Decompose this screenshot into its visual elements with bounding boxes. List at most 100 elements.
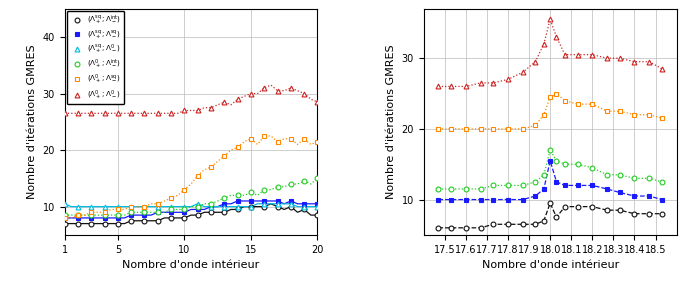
$(\Lambda_+^{\mathrm{sq}};\Lambda_-^{0})$ [220,205,228,208]
$(\Lambda_+^{0};\Lambda_-^{\mathrm{int}})$ [194,205,202,208]
$(\Lambda_+^{0};\Lambda_-^{\mathrm{sq}})$ [87,211,95,214]
$(\Lambda_+^{0};\Lambda_-^{\mathrm{int}})$ [101,213,109,217]
$(\Lambda_+^{0};\Lambda_-^{\mathrm{sq}})$ [140,205,148,208]
$(\Lambda_+^{\mathrm{sq}};\Lambda_-^{0})$ [61,202,69,206]
$(\Lambda_+^{\mathrm{sq}};\Lambda_-^{\mathrm{int}})$ [61,222,69,225]
$(\Lambda_+^{0};\Lambda_-^{0})$ [233,97,241,101]
$(\Lambda_+^{0};\Lambda_-^{0})$ [180,109,188,112]
$(\Lambda_+^{\mathrm{sq}};\Lambda_-^{0})$ [74,205,82,208]
$(\Lambda_+^{\mathrm{sq}};\Lambda_-^{0})$ [127,205,135,208]
$(\Lambda_+^{\mathrm{sq}};\Lambda_-^{\mathrm{sq}})$ [207,205,215,208]
X-axis label: Nombre d'onde intérieur: Nombre d'onde intérieur [481,260,619,270]
$(\Lambda_+^{\mathrm{sq}};\Lambda_-^{\mathrm{sq}})$ [220,202,228,206]
$(\Lambda_+^{0};\Lambda_-^{0})$ [313,100,322,104]
$(\Lambda_+^{\mathrm{sq}};\Lambda_-^{\mathrm{int}})$ [300,208,308,211]
$(\Lambda_+^{0};\Lambda_-^{0})$ [167,112,175,115]
$(\Lambda_+^{\mathrm{sq}};\Lambda_-^{\mathrm{int}})$ [194,213,202,217]
$(\Lambda_+^{0};\Lambda_-^{\mathrm{int}})$ [74,213,82,217]
$(\Lambda_+^{\mathrm{sq}};\Lambda_-^{\mathrm{sq}})$ [194,208,202,211]
$(\Lambda_+^{0};\Lambda_-^{\mathrm{sq}})$ [101,211,109,214]
$(\Lambda_+^{0};\Lambda_-^{\mathrm{int}})$ [180,208,188,211]
$(\Lambda_+^{0};\Lambda_-^{\mathrm{int}})$ [87,213,95,217]
$(\Lambda_+^{0};\Lambda_-^{\mathrm{int}})$ [127,211,135,214]
$(\Lambda_+^{0};\Lambda_-^{\mathrm{sq}})$ [114,208,122,211]
$(\Lambda_+^{0};\Lambda_-^{\mathrm{int}})$ [300,180,308,183]
Line: $(\Lambda_+^{\mathrm{sq}};\Lambda_-^{\mathrm{int}})$: $(\Lambda_+^{\mathrm{sq}};\Lambda_-^{\ma… [62,204,320,226]
$(\Lambda_+^{0};\Lambda_-^{\mathrm{int}})$ [233,194,241,197]
$(\Lambda_+^{\mathrm{sq}};\Lambda_-^{0})$ [273,202,282,206]
Y-axis label: Nombre d'itérations GMRES: Nombre d'itérations GMRES [386,44,396,199]
$(\Lambda_+^{0};\Lambda_-^{0})$ [287,86,295,90]
Line: $(\Lambda_+^{\mathrm{sq}};\Lambda_-^{\mathrm{sq}})$: $(\Lambda_+^{\mathrm{sq}};\Lambda_-^{\ma… [62,199,320,220]
$(\Lambda_+^{\mathrm{sq}};\Lambda_-^{0})$ [300,205,308,208]
$(\Lambda_+^{0};\Lambda_-^{0})$ [61,112,69,115]
$(\Lambda_+^{0};\Lambda_-^{\mathrm{sq}})$ [74,213,82,217]
$(\Lambda_+^{\mathrm{sq}};\Lambda_-^{0})$ [287,202,295,206]
$(\Lambda_+^{\mathrm{sq}};\Lambda_-^{0})$ [114,205,122,208]
$(\Lambda_+^{\mathrm{sq}};\Lambda_-^{\mathrm{int}})$ [180,216,188,220]
$(\Lambda_+^{\mathrm{sq}};\Lambda_-^{\mathrm{sq}})$ [114,216,122,220]
$(\Lambda_+^{\mathrm{sq}};\Lambda_-^{\mathrm{int}})$ [167,216,175,220]
$(\Lambda_+^{0};\Lambda_-^{\mathrm{sq}})$ [167,196,175,200]
$(\Lambda_+^{0};\Lambda_-^{\mathrm{int}})$ [247,191,255,194]
$(\Lambda_+^{\mathrm{sq}};\Lambda_-^{\mathrm{int}})$ [207,211,215,214]
$(\Lambda_+^{\mathrm{sq}};\Lambda_-^{\mathrm{int}})$ [154,219,162,222]
$(\Lambda_+^{\mathrm{sq}};\Lambda_-^{\mathrm{int}})$ [287,205,295,208]
$(\Lambda_+^{\mathrm{sq}};\Lambda_-^{\mathrm{sq}})$ [87,216,95,220]
$(\Lambda_+^{\mathrm{sq}};\Lambda_-^{0})$ [194,202,202,206]
Line: $(\Lambda_+^{0};\Lambda_-^{\mathrm{sq}})$: $(\Lambda_+^{0};\Lambda_-^{\mathrm{sq}})… [62,133,320,220]
$(\Lambda_+^{\mathrm{sq}};\Lambda_-^{\mathrm{sq}})$ [233,199,241,203]
$(\Lambda_+^{\mathrm{sq}};\Lambda_-^{\mathrm{sq}})$ [154,211,162,214]
$(\Lambda_+^{0};\Lambda_-^{\mathrm{int}})$ [154,211,162,214]
$(\Lambda_+^{0};\Lambda_-^{\mathrm{int}})$ [220,196,228,200]
$(\Lambda_+^{0};\Lambda_-^{\mathrm{sq}})$ [260,134,269,138]
$(\Lambda_+^{\mathrm{sq}};\Lambda_-^{\mathrm{int}})$ [114,222,122,225]
$(\Lambda_+^{0};\Lambda_-^{0})$ [87,112,95,115]
$(\Lambda_+^{\mathrm{sq}};\Lambda_-^{\mathrm{sq}})$ [287,199,295,203]
$(\Lambda_+^{\mathrm{sq}};\Lambda_-^{0})$ [233,205,241,208]
$(\Lambda_+^{0};\Lambda_-^{0})$ [247,92,255,95]
$(\Lambda_+^{\mathrm{sq}};\Lambda_-^{0})$ [313,205,322,208]
$(\Lambda_+^{\mathrm{sq}};\Lambda_-^{0})$ [154,205,162,208]
$(\Lambda_+^{0};\Lambda_-^{\mathrm{sq}})$ [180,188,188,191]
Line: $(\Lambda_+^{\mathrm{sq}};\Lambda_-^{0})$: $(\Lambda_+^{\mathrm{sq}};\Lambda_-^{0})… [62,201,320,209]
$(\Lambda_+^{\mathrm{sq}};\Lambda_-^{\mathrm{int}})$ [247,205,255,208]
$(\Lambda_+^{\mathrm{sq}};\Lambda_-^{\mathrm{sq}})$ [140,213,148,217]
$(\Lambda_+^{\mathrm{sq}};\Lambda_-^{0})$ [260,202,269,206]
$(\Lambda_+^{\mathrm{sq}};\Lambda_-^{0})$ [207,205,215,208]
$(\Lambda_+^{\mathrm{sq}};\Lambda_-^{\mathrm{sq}})$ [127,213,135,217]
$(\Lambda_+^{0};\Lambda_-^{\mathrm{int}})$ [207,202,215,206]
$(\Lambda_+^{\mathrm{sq}};\Lambda_-^{0})$ [167,205,175,208]
$(\Lambda_+^{\mathrm{sq}};\Lambda_-^{\mathrm{int}})$ [233,208,241,211]
$(\Lambda_+^{\mathrm{sq}};\Lambda_-^{0})$ [87,205,95,208]
$(\Lambda_+^{\mathrm{sq}};\Lambda_-^{\mathrm{sq}})$ [260,199,269,203]
$(\Lambda_+^{0};\Lambda_-^{\mathrm{sq}})$ [61,216,69,220]
$(\Lambda_+^{0};\Lambda_-^{0})$ [207,106,215,109]
$(\Lambda_+^{0};\Lambda_-^{\mathrm{int}})$ [287,182,295,186]
$(\Lambda_+^{0};\Lambda_-^{\mathrm{sq}})$ [287,137,295,140]
$(\Lambda_+^{0};\Lambda_-^{0})$ [127,112,135,115]
$(\Lambda_+^{0};\Lambda_-^{0})$ [101,112,109,115]
Legend: $(\Lambda_+^{\mathrm{sq}};\Lambda_-^{\mathrm{int}})$, $(\Lambda_+^{\mathrm{sq}};: $(\Lambda_+^{\mathrm{sq}};\Lambda_-^{\ma… [67,11,124,104]
$(\Lambda_+^{0};\Lambda_-^{\mathrm{sq}})$ [194,174,202,177]
$(\Lambda_+^{\mathrm{sq}};\Lambda_-^{\mathrm{sq}})$ [74,216,82,220]
$(\Lambda_+^{0};\Lambda_-^{\mathrm{sq}})$ [300,137,308,140]
$(\Lambda_+^{\mathrm{sq}};\Lambda_-^{0})$ [140,205,148,208]
$(\Lambda_+^{\mathrm{sq}};\Lambda_-^{\mathrm{int}})$ [127,219,135,222]
$(\Lambda_+^{0};\Lambda_-^{\mathrm{int}})$ [61,213,69,217]
$(\Lambda_+^{\mathrm{sq}};\Lambda_-^{\mathrm{int}})$ [273,205,282,208]
$(\Lambda_+^{0};\Lambda_-^{\mathrm{sq}})$ [220,154,228,157]
$(\Lambda_+^{0};\Lambda_-^{\mathrm{int}})$ [273,185,282,188]
$(\Lambda_+^{\mathrm{sq}};\Lambda_-^{\mathrm{int}})$ [220,211,228,214]
$(\Lambda_+^{\mathrm{sq}};\Lambda_-^{\mathrm{sq}})$ [167,211,175,214]
$(\Lambda_+^{\mathrm{sq}};\Lambda_-^{\mathrm{int}})$ [74,222,82,225]
$(\Lambda_+^{\mathrm{sq}};\Lambda_-^{\mathrm{int}})$ [101,222,109,225]
$(\Lambda_+^{0};\Lambda_-^{\mathrm{sq}})$ [154,202,162,206]
$(\Lambda_+^{0};\Lambda_-^{\mathrm{int}})$ [313,177,322,180]
$(\Lambda_+^{\mathrm{sq}};\Lambda_-^{\mathrm{sq}})$ [313,202,322,206]
$(\Lambda_+^{\mathrm{sq}};\Lambda_-^{\mathrm{sq}})$ [61,216,69,220]
$(\Lambda_+^{\mathrm{sq}};\Lambda_-^{\mathrm{sq}})$ [180,211,188,214]
$(\Lambda_+^{\mathrm{sq}};\Lambda_-^{\mathrm{int}})$ [313,213,322,217]
Y-axis label: Nombre d'itérations GMRES: Nombre d'itérations GMRES [27,44,37,199]
$(\Lambda_+^{0};\Lambda_-^{0})$ [194,109,202,112]
